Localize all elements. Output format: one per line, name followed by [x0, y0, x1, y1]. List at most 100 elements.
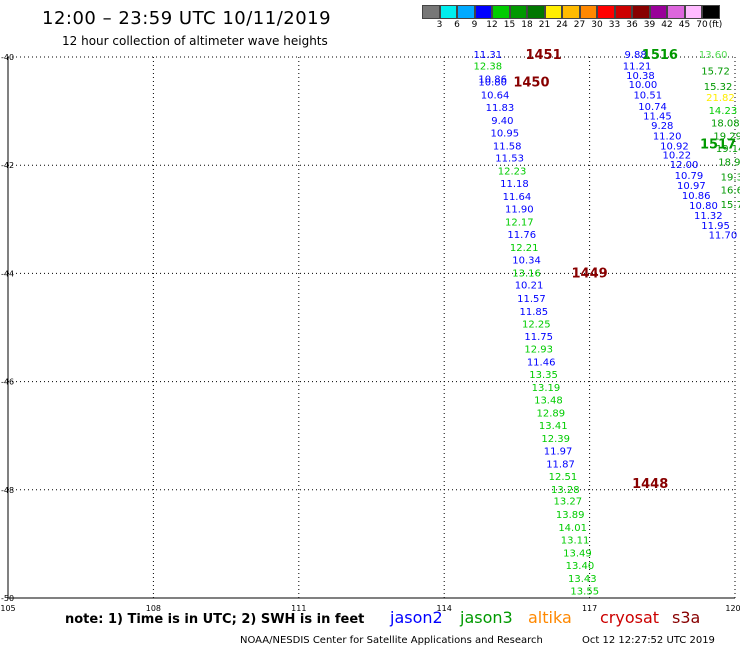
scale-label: 36 — [626, 20, 638, 30]
wave-height-reading: 12.25 — [522, 319, 551, 330]
wave-height-reading: 16.64 — [721, 186, 740, 197]
lat-tick-label: -42 — [1, 161, 14, 170]
wave-height-reading: 11.75 — [524, 332, 553, 343]
wave-height-reading: 10.21 — [515, 280, 544, 291]
pass-number-label: 1450 — [513, 75, 549, 90]
pass-number-label: 1449 — [572, 266, 608, 281]
chart-title: 12:00 – 23:59 UTC 10/11/2019 — [42, 8, 332, 29]
scale-swatch — [614, 5, 632, 19]
wave-height-reading: 11.85 — [520, 307, 549, 318]
wave-height-reading: 9.28 — [651, 121, 673, 132]
wave-height-reading: 12.00 — [670, 160, 699, 171]
wave-height-reading: 10.95 — [490, 128, 519, 139]
wave-height-reading: 13.16 — [512, 268, 541, 279]
lon-tick-label: 117 — [582, 604, 597, 613]
scale-swatch — [474, 5, 492, 19]
wave-height-reading: 10.86 — [682, 191, 711, 202]
wave-height-reading: 11.76 — [507, 230, 536, 241]
chart-subtitle: 12 hour collection of altimeter wave hei… — [62, 34, 328, 48]
scale-swatch — [579, 5, 597, 19]
wave-height-reading: 11.31 — [473, 50, 502, 61]
scale-swatch — [632, 5, 650, 19]
scale-swatch — [702, 5, 720, 19]
color-scale-labels: 3 6 9 12 15 18 21 24 27 30 33 36 39 42 45 70 (ft) — [422, 20, 740, 34]
wave-height-reading: 18.08 — [711, 119, 740, 130]
lat-tick-label: -40 — [1, 53, 14, 62]
scale-swatch — [527, 5, 545, 19]
wave-height-reading: 10.64 — [481, 90, 510, 101]
wave-height-reading: 13.11 — [561, 536, 590, 547]
pass-number-label: 1517 — [700, 138, 736, 153]
credit-line: NOAA/NESDIS Center for Satellite Applica… — [240, 635, 543, 646]
wave-height-reading: 13.41 — [539, 421, 568, 432]
legend-entry-jason3: jason3 — [460, 608, 513, 627]
scale-label: 12 — [486, 20, 498, 30]
wave-height-reading: 18.97 — [718, 157, 740, 168]
wave-height-reading: 12.93 — [524, 345, 553, 356]
wave-height-reading: 13.49 — [563, 549, 592, 560]
wave-height-reading: 13.40 — [566, 561, 595, 572]
wave-height-reading: 11.18 — [500, 179, 529, 190]
scale-swatch — [544, 5, 562, 19]
lon-tick-label: 114 — [437, 604, 452, 613]
lat-tick-label: -44 — [1, 269, 14, 278]
wave-height-reading: 11.58 — [493, 141, 522, 152]
scale-label: 42 — [661, 20, 673, 30]
scale-label: 27 — [573, 20, 586, 30]
scale-swatch — [684, 5, 702, 19]
lon-tick-label: 111 — [291, 604, 306, 613]
scale-label: 3 — [436, 20, 443, 30]
wave-height-reading: 14.23 — [709, 106, 738, 117]
legend-entry-s3a: s3a — [672, 608, 701, 627]
wave-height-reading: 21.82 — [706, 93, 735, 104]
scale-label: 33 — [608, 20, 621, 30]
wave-height-reading: 11.45 — [643, 112, 672, 123]
wave-height-reading: 11.32 — [694, 211, 723, 222]
scale-swatch — [422, 5, 440, 19]
wave-height-reading: 11.83 — [486, 103, 515, 114]
wave-height-reading: 13.48 — [534, 396, 563, 407]
units-note: note: 1) Time is in UTC; 2) SWH is in fe… — [65, 612, 365, 627]
scale-swatch — [492, 5, 510, 19]
wave-height-reading: 11.90 — [505, 205, 534, 216]
wave-height-reading: 11.46 — [527, 358, 556, 369]
pass-number-label: 1516 — [642, 48, 678, 63]
wave-height-reading: 10.86 — [478, 75, 507, 86]
wave-height-reading: 11.70 — [709, 231, 738, 242]
wave-height-reading: 12.23 — [498, 167, 527, 178]
wave-height-reading: 14.01 — [558, 523, 587, 534]
lon-tick-label: 105 — [0, 604, 15, 613]
wave-height-reading: 12.89 — [537, 409, 566, 420]
wave-height-reading: 13.60 — [699, 50, 728, 61]
scale-swatch — [509, 5, 527, 19]
wave-height-reading: 12.51 — [549, 472, 578, 483]
legend-entry-altika: altika — [528, 608, 572, 627]
scale-swatch — [439, 5, 457, 19]
wave-height-reading: 10.51 — [633, 90, 662, 101]
wave-height-reading: 15.32 — [704, 82, 733, 93]
scale-label: 70 — [696, 20, 708, 30]
lat-tick-label: -50 — [1, 594, 14, 603]
legend-entry-jason2: jason2 — [390, 608, 443, 627]
wave-height-reading: 11.97 — [544, 446, 573, 457]
scale-label: 45 — [678, 20, 691, 30]
wave-height-reading: 13.28 — [551, 485, 580, 496]
scale-swatch — [649, 5, 667, 19]
wave-height-reading: 10.00 — [629, 80, 658, 91]
scale-label: 18 — [521, 20, 533, 30]
scale-swatch — [562, 5, 580, 19]
scale-unit: (ft) — [708, 20, 723, 30]
pass-number-label: 1448 — [632, 477, 668, 492]
scale-label: 6 — [454, 20, 460, 30]
wave-height-reading: 19.29 — [713, 132, 740, 143]
wave-height-reading: 12.39 — [541, 434, 570, 445]
wave-height-reading: 10.97 — [677, 181, 706, 192]
wave-height-reading: 11.20 — [653, 132, 682, 143]
lat-tick-label: -48 — [1, 486, 14, 495]
scale-swatch — [597, 5, 615, 19]
wave-height-reading: 11.57 — [517, 294, 546, 305]
wave-height-reading: 10.74 — [638, 102, 667, 113]
wave-height-reading: 12.21 — [510, 243, 539, 254]
pass-number-label: 1451 — [525, 48, 561, 63]
